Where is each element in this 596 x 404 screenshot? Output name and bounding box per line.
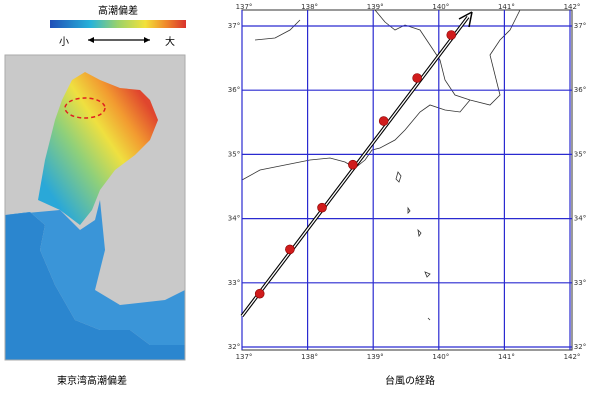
lat-label: 34° xyxy=(228,215,240,223)
track-point xyxy=(348,159,358,170)
lon-label: 141° xyxy=(498,3,515,11)
lon-label: 138° xyxy=(301,353,318,361)
right-caption: 台風の経路 xyxy=(385,374,435,387)
lat-label: 35° xyxy=(574,150,586,158)
lon-label: 141° xyxy=(498,353,515,361)
lon-label: 140° xyxy=(432,3,449,11)
coastline xyxy=(241,9,521,181)
lat-label: 33° xyxy=(228,279,240,287)
map-frame xyxy=(4,54,186,361)
sea xyxy=(5,200,185,345)
lat-label: 33° xyxy=(574,279,586,287)
lat-label: 32° xyxy=(574,343,586,351)
legend-low: 小 xyxy=(59,36,69,48)
lon-label: 137° xyxy=(236,3,253,11)
track-point xyxy=(317,202,327,213)
lon-label: 139° xyxy=(367,353,384,361)
legend-title: 高潮偏差 xyxy=(98,4,138,17)
map-frame xyxy=(241,9,573,351)
track-point xyxy=(412,73,422,83)
track-arrowhead xyxy=(458,11,473,28)
lat-label: 37° xyxy=(574,22,586,30)
track-point xyxy=(254,288,265,299)
left-caption: 東京湾高潮偏差 xyxy=(57,374,127,387)
lon-label: 137° xyxy=(236,353,253,361)
open-sea xyxy=(5,212,185,360)
lon-label: 138° xyxy=(301,3,318,11)
islands xyxy=(395,171,431,321)
lon-label: 142° xyxy=(564,3,581,11)
track-point xyxy=(446,30,457,40)
lon-label: 139° xyxy=(367,3,384,11)
highlight-area xyxy=(64,97,106,119)
lat-label: 37° xyxy=(228,22,240,30)
bay-surge xyxy=(38,72,158,225)
track-point xyxy=(378,116,389,126)
lon-label: 140° xyxy=(432,353,449,361)
lon-label: 142° xyxy=(564,353,581,361)
lat-label: 34° xyxy=(574,215,586,223)
color-bar xyxy=(50,20,186,28)
lat-label: 35° xyxy=(228,150,240,158)
track-point xyxy=(285,244,295,255)
lat-label: 32° xyxy=(228,343,240,351)
lat-label: 36° xyxy=(574,86,586,94)
lat-label: 36° xyxy=(228,86,240,94)
legend-high: 大 xyxy=(165,35,175,48)
